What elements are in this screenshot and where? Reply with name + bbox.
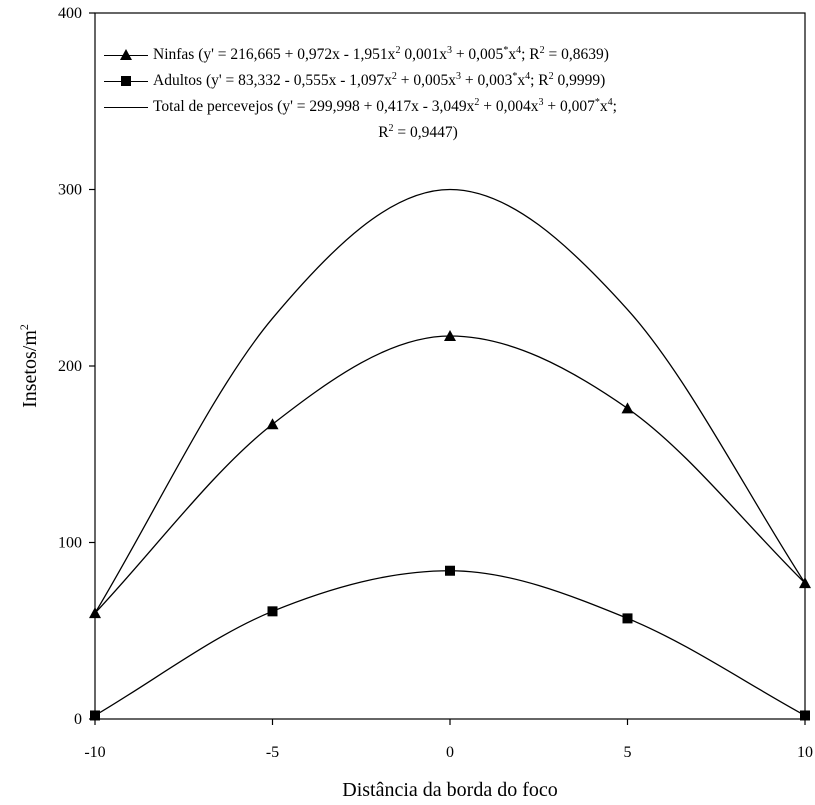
- x-axis-label: Distância da borda do foco: [342, 779, 557, 801]
- legend-superscript: *: [512, 71, 518, 82]
- legend-superscript: 2: [391, 71, 397, 82]
- point-adultos: [622, 613, 633, 624]
- y-tick-label: 200: [58, 358, 82, 375]
- legend-text-part: + 0,005x: [396, 72, 456, 89]
- legend-text-part: Total de percevejos (y' = 299,998 + 0,41…: [153, 98, 475, 115]
- legend-triangle-marker: [120, 49, 132, 60]
- y-tick-label: 400: [58, 5, 82, 22]
- legend-superscript: *: [503, 45, 509, 56]
- y-tick-label: 300: [58, 182, 82, 199]
- legend-square-marker: [121, 76, 131, 86]
- legend-text-part: ;: [612, 98, 617, 115]
- legend-text-part: 0,001x: [400, 46, 447, 63]
- point-adultos: [800, 710, 810, 721]
- legend-superscript: 2: [548, 71, 554, 82]
- legend-label-ninfas: Ninfas (y' = 216,665 + 0,972x - 1,951x2 …: [153, 42, 609, 68]
- legend-text-part: = 0,8639): [544, 46, 609, 63]
- y-tick-label: 0: [74, 711, 82, 728]
- legend-text-part: ; R: [530, 72, 549, 89]
- legend-superscript: 4: [607, 97, 613, 108]
- legend-text-part: + 0,007: [543, 98, 595, 115]
- series-line-adultos: [94, 570, 806, 717]
- legend-superscript: 3: [455, 71, 461, 82]
- x-tick-label: 5: [624, 744, 632, 761]
- series-layer: [89, 188, 811, 721]
- legend-text-part: + 0,005: [451, 46, 504, 63]
- x-tick-label: 0: [446, 744, 454, 761]
- y-axis-ticks: 0 100 200 300 400: [58, 5, 95, 728]
- legend-superscript: 3: [446, 45, 452, 56]
- legend-text-part: x: [517, 72, 526, 89]
- legend-superscript: 2: [388, 123, 394, 134]
- legend-text-part: Ninfas (y' = 216,665 + 0,972x - 1,951x: [153, 46, 396, 63]
- point-adultos: [267, 606, 278, 617]
- legend-text-part: + 0,003: [460, 72, 513, 89]
- legend-text-part: 0,9999): [553, 72, 606, 89]
- x-tick-label: -5: [266, 744, 279, 761]
- legend-superscript: 3: [538, 97, 544, 108]
- legend-superscript: 2: [395, 45, 401, 56]
- legend-text-part: x: [599, 98, 608, 115]
- legend-text-part: + 0,004x: [479, 98, 539, 115]
- point-ninfas: [266, 418, 279, 430]
- legend-text-part: Adultos (y' = 83,332 - 0,555x - 1,097x: [153, 72, 392, 89]
- legend-superscript: 4: [525, 71, 531, 82]
- point-ninfas: [621, 402, 634, 414]
- point-ninfas: [444, 329, 456, 341]
- point-adultos: [445, 565, 455, 576]
- point-adultos: [90, 710, 100, 721]
- legend-text-part: x: [508, 46, 517, 63]
- x-tick-label: 10: [797, 744, 813, 761]
- y-tick-label: 100: [58, 535, 82, 552]
- y-axis-label: Insetos/m2: [17, 324, 41, 408]
- legend-superscript: 2: [539, 45, 545, 56]
- legend-label-total: Total de percevejos (y' = 299,998 + 0,41…: [153, 94, 617, 120]
- legend-text-part: = 0,9447): [393, 124, 458, 141]
- legend-text-part: R: [378, 124, 389, 141]
- legend-superscript: 4: [516, 45, 522, 56]
- legend-line-total: [104, 107, 148, 108]
- legend-label-total-continued: R2 = 0,9447): [98, 120, 738, 146]
- legend-label-adultos: Adultos (y' = 83,332 - 0,555x - 1,097x2 …: [153, 68, 605, 94]
- legend-text-part: ; R: [521, 46, 540, 63]
- legend-superscript: *: [594, 97, 600, 108]
- legend-superscript: 2: [474, 97, 480, 108]
- x-axis-ticks: -10 -5 0 5 10: [84, 719, 813, 761]
- x-tick-label: -10: [84, 744, 105, 761]
- series-line-total-de-percevejos: [94, 188, 806, 614]
